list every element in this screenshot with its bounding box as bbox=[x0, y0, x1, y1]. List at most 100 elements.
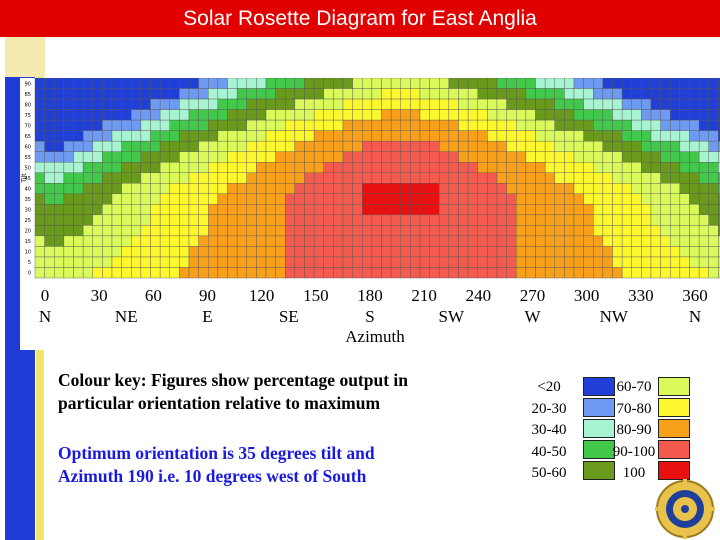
heatmap-cell bbox=[602, 214, 613, 226]
heatmap-cell bbox=[660, 183, 671, 194]
heatmap-cell bbox=[188, 78, 199, 89]
heatmap-cell bbox=[313, 183, 324, 194]
heatmap-cell bbox=[439, 78, 450, 89]
heatmap-cell bbox=[34, 172, 45, 184]
heatmap-cell bbox=[73, 119, 84, 131]
heatmap-cell bbox=[82, 183, 93, 194]
heatmap-cell bbox=[583, 204, 594, 216]
heatmap-cell bbox=[602, 225, 613, 237]
heatmap-cell bbox=[708, 88, 719, 100]
heatmap-cell bbox=[419, 235, 430, 247]
heatmap-cell bbox=[612, 225, 623, 237]
heatmap-cell bbox=[448, 235, 459, 247]
heatmap-cell bbox=[265, 193, 276, 205]
heatmap-cell bbox=[92, 162, 103, 173]
heatmap-cell bbox=[660, 140, 671, 152]
heatmap-cell bbox=[525, 98, 536, 110]
heatmap-cell bbox=[159, 119, 170, 131]
heatmap-cell bbox=[564, 183, 575, 194]
heatmap-cell bbox=[82, 204, 93, 216]
heatmap-cell bbox=[458, 256, 469, 268]
heatmap-cell bbox=[63, 256, 74, 268]
heatmap-cell bbox=[82, 130, 93, 142]
heatmap-cell bbox=[593, 214, 604, 226]
heatmap-cell bbox=[323, 130, 334, 142]
heatmap-cell bbox=[140, 204, 151, 216]
heatmap-cell bbox=[256, 256, 267, 268]
heatmap-cell bbox=[650, 214, 661, 226]
heatmap-cell bbox=[593, 183, 604, 194]
heatmap-cell bbox=[448, 109, 459, 121]
heatmap-cell bbox=[689, 172, 700, 184]
heatmap-cell bbox=[516, 225, 527, 237]
heatmap-cell bbox=[467, 172, 478, 184]
heatmap-cell bbox=[573, 78, 584, 89]
heatmap-cell bbox=[44, 225, 55, 237]
heatmap-cell bbox=[564, 172, 575, 184]
heatmap-cell bbox=[323, 78, 334, 89]
heatmap-cell bbox=[525, 204, 536, 216]
heatmap-cell bbox=[102, 246, 113, 258]
heatmap-cell bbox=[208, 140, 219, 152]
heatmap-cell bbox=[689, 204, 700, 216]
x-direction-label: W bbox=[524, 307, 541, 326]
heatmap-cell bbox=[362, 204, 373, 216]
heatmap-cell bbox=[631, 78, 642, 89]
heatmap-cell bbox=[708, 98, 719, 110]
heatmap-cell bbox=[304, 183, 315, 194]
heatmap-cell bbox=[641, 193, 652, 205]
heatmap-cell bbox=[506, 204, 517, 216]
heatmap-cell bbox=[73, 225, 84, 237]
rotary-wheel-logo bbox=[655, 479, 715, 539]
heatmap-cell bbox=[63, 98, 74, 110]
heatmap-cell bbox=[410, 130, 421, 142]
heatmap-cell bbox=[188, 214, 199, 226]
heatmap-cell bbox=[400, 78, 411, 89]
heatmap-cell bbox=[535, 193, 546, 205]
heatmap-cell bbox=[689, 193, 700, 205]
heatmap-cell bbox=[631, 246, 642, 258]
legend-swatch-80-90 bbox=[658, 419, 690, 438]
heatmap-cell bbox=[516, 98, 527, 110]
heatmap-cell bbox=[390, 235, 401, 247]
heatmap-cell bbox=[140, 172, 151, 184]
heatmap-cell bbox=[708, 140, 719, 152]
heatmap-cell bbox=[381, 109, 392, 121]
heatmap-cell bbox=[381, 235, 392, 247]
heatmap-cell bbox=[602, 183, 613, 194]
heatmap-cell bbox=[467, 109, 478, 121]
heatmap-cell bbox=[159, 172, 170, 184]
x-tick-label: 60 bbox=[144, 286, 162, 305]
heatmap-cell bbox=[159, 204, 170, 216]
heatmap-cell bbox=[217, 172, 228, 184]
heatmap-cell bbox=[698, 88, 709, 100]
heatmap-cell bbox=[371, 119, 382, 131]
heatmap-cell bbox=[313, 246, 324, 258]
heatmap-cell bbox=[333, 130, 344, 142]
heatmap-cell bbox=[313, 109, 324, 121]
heatmap-cell bbox=[102, 193, 113, 205]
heatmap-cell bbox=[390, 140, 401, 152]
heatmap-cell bbox=[285, 119, 296, 131]
heatmap-cell bbox=[544, 214, 555, 226]
heatmap-cell bbox=[198, 162, 209, 173]
heatmap-cell bbox=[448, 246, 459, 258]
heatmap-cell bbox=[265, 246, 276, 258]
heatmap-cell bbox=[159, 151, 170, 163]
heatmap-cell bbox=[227, 109, 238, 121]
x-direction-label: S bbox=[365, 307, 375, 326]
heatmap-cell bbox=[679, 225, 690, 237]
heatmap-cell bbox=[564, 235, 575, 247]
heatmap-cell bbox=[294, 151, 305, 163]
heatmap-cell bbox=[227, 235, 238, 247]
heatmap-cell bbox=[285, 225, 296, 237]
heatmap-cell bbox=[159, 214, 170, 226]
heatmap-cell bbox=[227, 204, 238, 216]
heatmap-cell bbox=[496, 214, 507, 226]
heatmap-cell bbox=[621, 246, 632, 258]
heatmap-cell bbox=[641, 98, 652, 110]
heatmap-cell bbox=[516, 204, 527, 216]
heatmap-cell bbox=[82, 162, 93, 173]
heatmap-cell bbox=[708, 162, 719, 173]
heatmap-cell bbox=[477, 140, 488, 152]
